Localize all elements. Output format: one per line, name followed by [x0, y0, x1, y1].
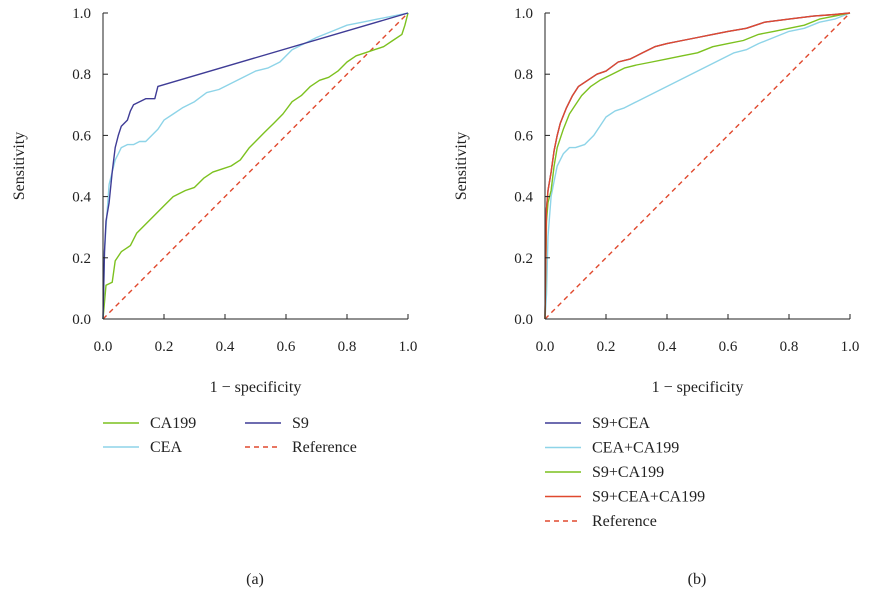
series-line-ca199: [102, 12, 409, 320]
panel-b: 0.0 0.2 0.4 0.6 0.8 1.0 0.0 0.2 0.4 0.6 0.8 1.0 1 −…: [453, 6, 859, 588]
series-line-s9-ca199: [544, 12, 851, 320]
series-line-reference: [102, 12, 409, 320]
y-tick-label: 0.4: [72, 190, 91, 206]
panel-a-caption: (a): [246, 571, 264, 588]
x-tick-label: 0.4: [658, 339, 677, 355]
x-tick-label: 0.8: [338, 339, 357, 355]
legend-label: S9+CA199: [592, 464, 664, 481]
x-tick-label: 0.2: [155, 339, 174, 355]
legend-label: CA199: [150, 415, 196, 432]
y-tick-label: 0.0: [72, 312, 91, 328]
panel-b-ticks: 0.0 0.2 0.4 0.6 0.8 1.0 0.0 0.2 0.4 0.6 0.8 1.0: [514, 6, 859, 355]
legend-label: CEA: [150, 439, 182, 456]
legend-label: Reference: [292, 439, 357, 456]
panel-a: 0.0 0.2 0.4 0.6 0.8 1.0 0.0 0.2 0.4 0.6 0.8 1.0 1 −…: [11, 6, 417, 588]
x-tick-label: 0.2: [597, 339, 616, 355]
series-line-s9-cea-ca199: [544, 12, 851, 320]
x-tick-label: 1.0: [399, 339, 418, 355]
panel-b-caption: (b): [688, 571, 707, 588]
x-tick-label: 0.4: [216, 339, 235, 355]
y-tick-label: 0.2: [514, 251, 533, 267]
series-line-cea: [102, 12, 409, 320]
y-tick-label: 0.0: [514, 312, 533, 328]
panel-a-plot-area: [102, 12, 409, 320]
y-tick-label: 1.0: [514, 6, 533, 22]
panel-a-ticks: 0.0 0.2 0.4 0.6 0.8 1.0 0.0 0.2 0.4 0.6 0.8 1.0: [72, 6, 417, 355]
series-line-cea-ca199: [544, 12, 851, 320]
y-tick-label: 1.0: [72, 6, 91, 22]
y-tick-label: 0.8: [72, 67, 91, 83]
x-tick-label: 0.0: [94, 339, 113, 355]
x-tick-label: 0.0: [536, 339, 555, 355]
y-tick-label: 0.6: [72, 128, 91, 144]
panel-b-y-axis-label: Sensitivity: [453, 132, 470, 200]
y-tick-label: 0.8: [514, 67, 533, 83]
legend-label: Reference: [592, 513, 657, 530]
y-tick-label: 0.4: [514, 190, 533, 206]
legend-label: CEA+CA199: [592, 440, 679, 457]
series-line-s9: [102, 12, 409, 320]
panel-a-x-axis-label: 1 − specificity: [210, 379, 302, 396]
legend-label: S9+CEA+CA199: [592, 489, 705, 506]
y-tick-label: 0.2: [72, 251, 91, 267]
panel-b-legend: S9+CEA CEA+CA199 S9+CA199 S9+CEA+CA199 Refer…: [545, 415, 705, 530]
x-tick-label: 0.6: [277, 339, 296, 355]
panel-a-legend: CA199 CEA S9 Reference: [103, 415, 357, 456]
x-tick-label: 1.0: [841, 339, 860, 355]
y-tick-label: 0.6: [514, 128, 533, 144]
panel-b-plot-area: [544, 12, 851, 320]
x-tick-label: 0.8: [780, 339, 799, 355]
legend-label: S9: [292, 415, 309, 432]
series-line-reference: [544, 12, 851, 320]
legend-label: S9+CEA: [592, 415, 650, 432]
x-tick-label: 0.6: [719, 339, 738, 355]
panel-a-y-axis-label: Sensitivity: [11, 132, 28, 200]
panel-b-x-axis-label: 1 − specificity: [652, 379, 744, 396]
